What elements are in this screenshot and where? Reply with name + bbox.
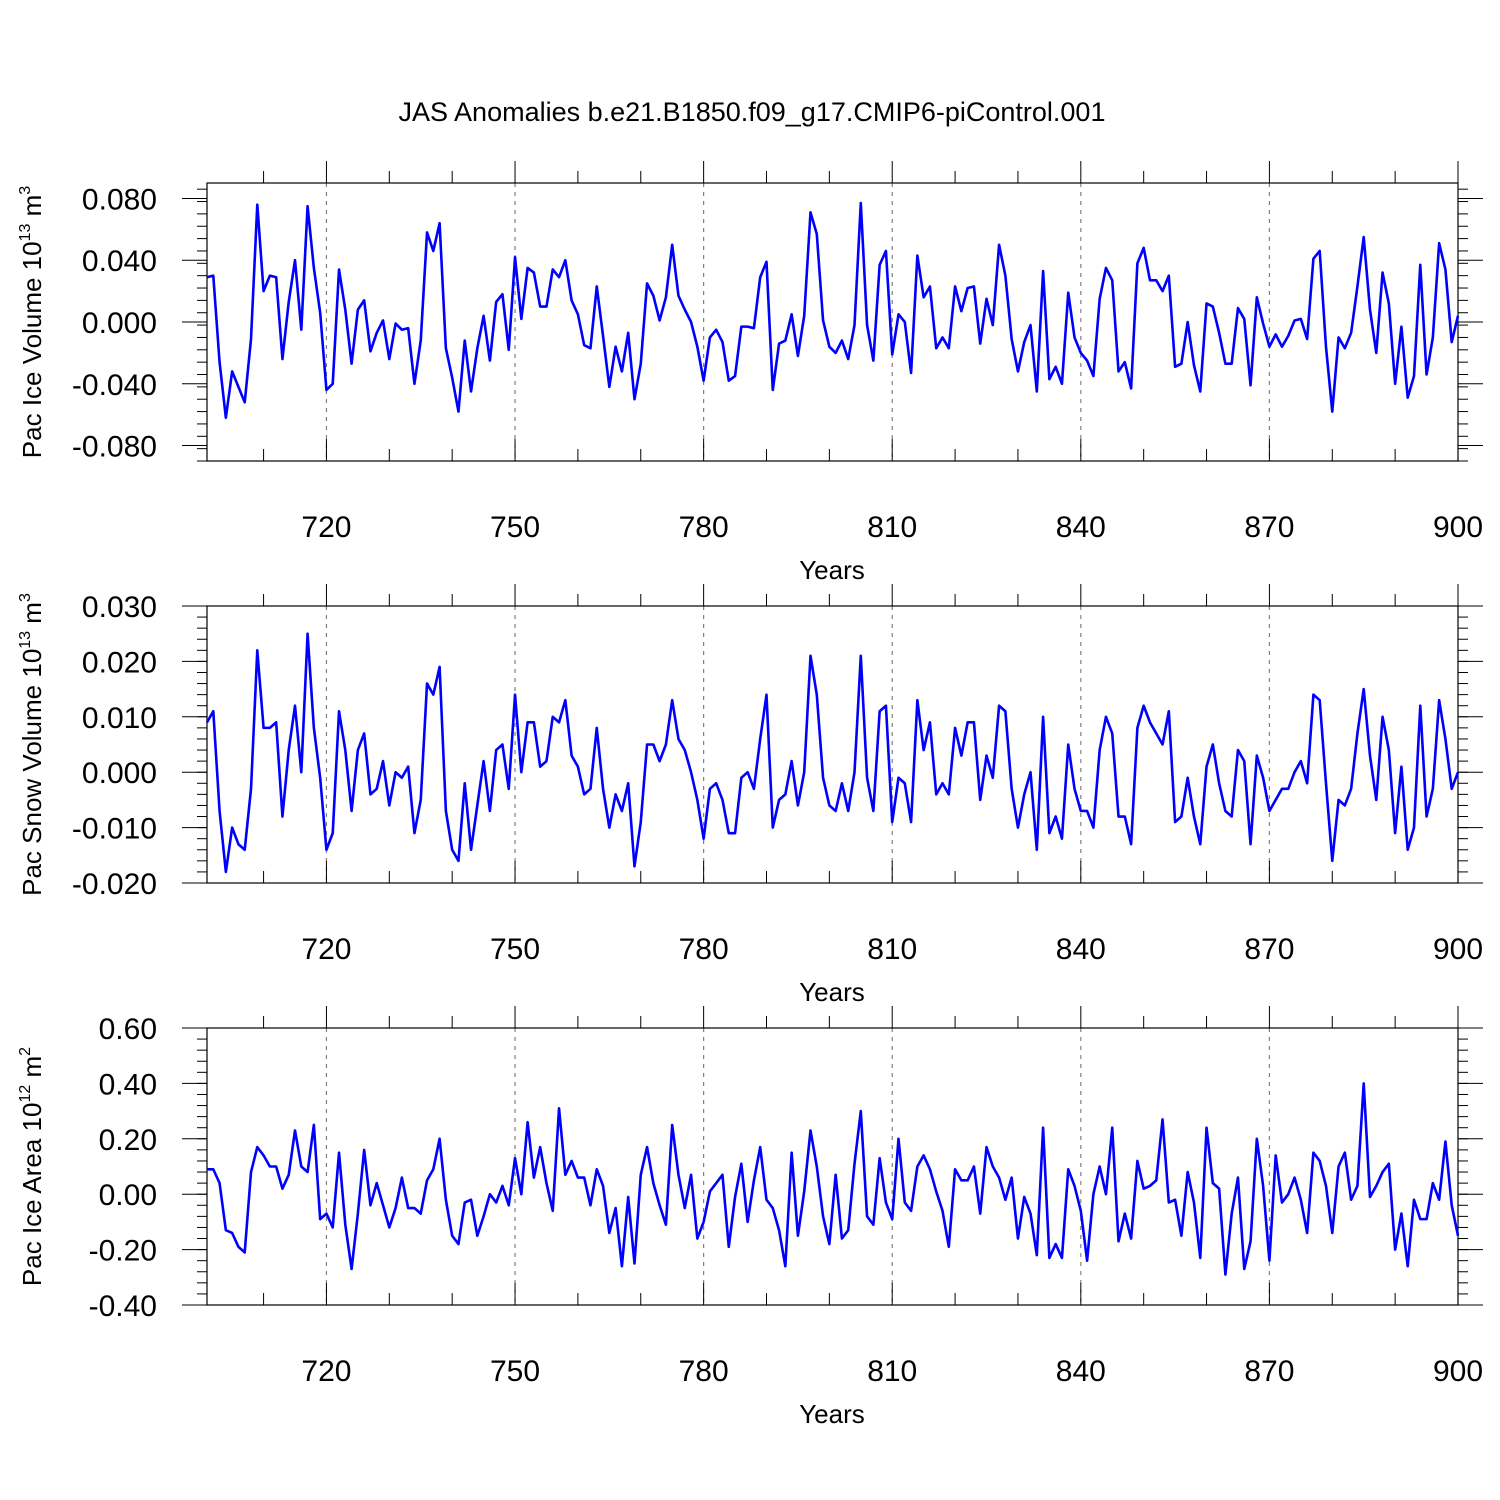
x-tick-label: 840	[1056, 1355, 1106, 1388]
panel-ice-area: -0.40 -0.20 0.00 0.20 0.40 0.60 720 750 780 810 84…	[17, 1006, 1483, 1429]
y-tick-label: -0.040	[72, 369, 157, 402]
x-tick-label: 900	[1433, 1355, 1483, 1388]
x-tick-label: 840	[1056, 933, 1106, 966]
x-tick-label: 870	[1244, 511, 1294, 544]
y-tick-label: 0.00	[99, 1179, 157, 1212]
series-line-ice-area	[207, 1082, 1460, 1276]
y-tick-label: -0.010	[72, 813, 157, 846]
y-tick-label: -0.080	[72, 431, 157, 464]
y-axis-label-unit-exponent: 3	[17, 186, 34, 195]
y-tick-label: 0.60	[99, 1013, 157, 1046]
y-axis-label-exponent: 13	[17, 223, 34, 241]
y-tick-label: 0.40	[99, 1068, 157, 1101]
x-tick-label: 870	[1244, 1355, 1294, 1388]
y-axis-label-unit: m	[17, 602, 47, 631]
x-tick-label: 750	[490, 511, 540, 544]
x-tick-label: 810	[867, 933, 917, 966]
plot-frame	[206, 605, 1459, 884]
y-tick-label: 0.000	[82, 757, 157, 790]
plot-frame	[206, 182, 1459, 462]
y-axis-label: Pac Ice Area 1012 m2	[17, 1047, 47, 1286]
x-tick-label: 870	[1244, 933, 1294, 966]
x-axis-label: Years	[799, 1399, 865, 1429]
series-line-snow-volume	[205, 632, 1460, 874]
x-tick-label: 720	[301, 1355, 351, 1388]
y-axis-label-exponent: 12	[17, 1085, 34, 1103]
y-axis-label-unit-exponent: 2	[17, 1047, 34, 1056]
x-tick-label: 810	[867, 1355, 917, 1388]
y-tick-label: 0.000	[82, 307, 157, 340]
y-tick-label: -0.020	[72, 868, 157, 901]
x-tick-label: 750	[490, 933, 540, 966]
x-tick-label: 900	[1433, 511, 1483, 544]
y-tick-label: 0.010	[82, 702, 157, 735]
panel-snow-volume: -0.020 -0.010 0.000 0.010 0.020 0.030 720 750 78…	[17, 584, 1483, 1007]
y-axis-label: Pac Ice Volume 1013 m3	[17, 186, 47, 459]
y-tick-label: 0.030	[82, 591, 157, 624]
y-tick-label: 0.080	[82, 183, 157, 216]
x-tick-label: 780	[679, 933, 729, 966]
x-tick-label: 840	[1056, 511, 1106, 544]
y-axis-label-text: Pac Snow Volume 10	[17, 649, 47, 896]
y-axis-label-exponent: 13	[17, 631, 34, 649]
x-tick-label: 720	[301, 933, 351, 966]
y-axis-label: Pac Snow Volume 1013 m3	[17, 593, 47, 896]
x-tick-label: 780	[679, 511, 729, 544]
y-tick-label: 0.20	[99, 1124, 157, 1157]
series-line-ice-volume	[206, 201, 1460, 420]
y-tick-label: -0.20	[89, 1235, 157, 1268]
y-axis-label-unit: m	[17, 1056, 47, 1085]
y-axis-label-unit: m	[17, 195, 47, 224]
x-tick-label: 720	[301, 511, 351, 544]
y-axis-label-text: Pac Ice Area 10	[17, 1103, 47, 1287]
x-axis-label: Years	[799, 555, 865, 585]
y-axis-label-text: Pac Ice Volume 10	[17, 241, 47, 458]
chart-title: JAS Anomalies b.e21.B1850.f09_g17.CMIP6-…	[399, 97, 1106, 127]
y-axis-label-unit-exponent: 3	[17, 593, 34, 602]
plot-frame	[206, 1027, 1459, 1306]
panel-ice-volume: -0.080 -0.040 0.000 0.040 0.080 720 750 780 810 8…	[17, 161, 1483, 585]
x-tick-label: 750	[490, 1355, 540, 1388]
x-tick-label: 780	[679, 1355, 729, 1388]
x-tick-label: 810	[867, 511, 917, 544]
y-tick-label: 0.020	[82, 646, 157, 679]
x-tick-label: 900	[1433, 933, 1483, 966]
y-tick-label: 0.040	[82, 245, 157, 278]
chart-panels: -0.080 -0.040 0.000 0.040 0.080 720 750 780 810 8…	[17, 161, 1483, 1429]
x-axis-label: Years	[799, 977, 865, 1007]
y-tick-label: -0.40	[89, 1290, 157, 1323]
